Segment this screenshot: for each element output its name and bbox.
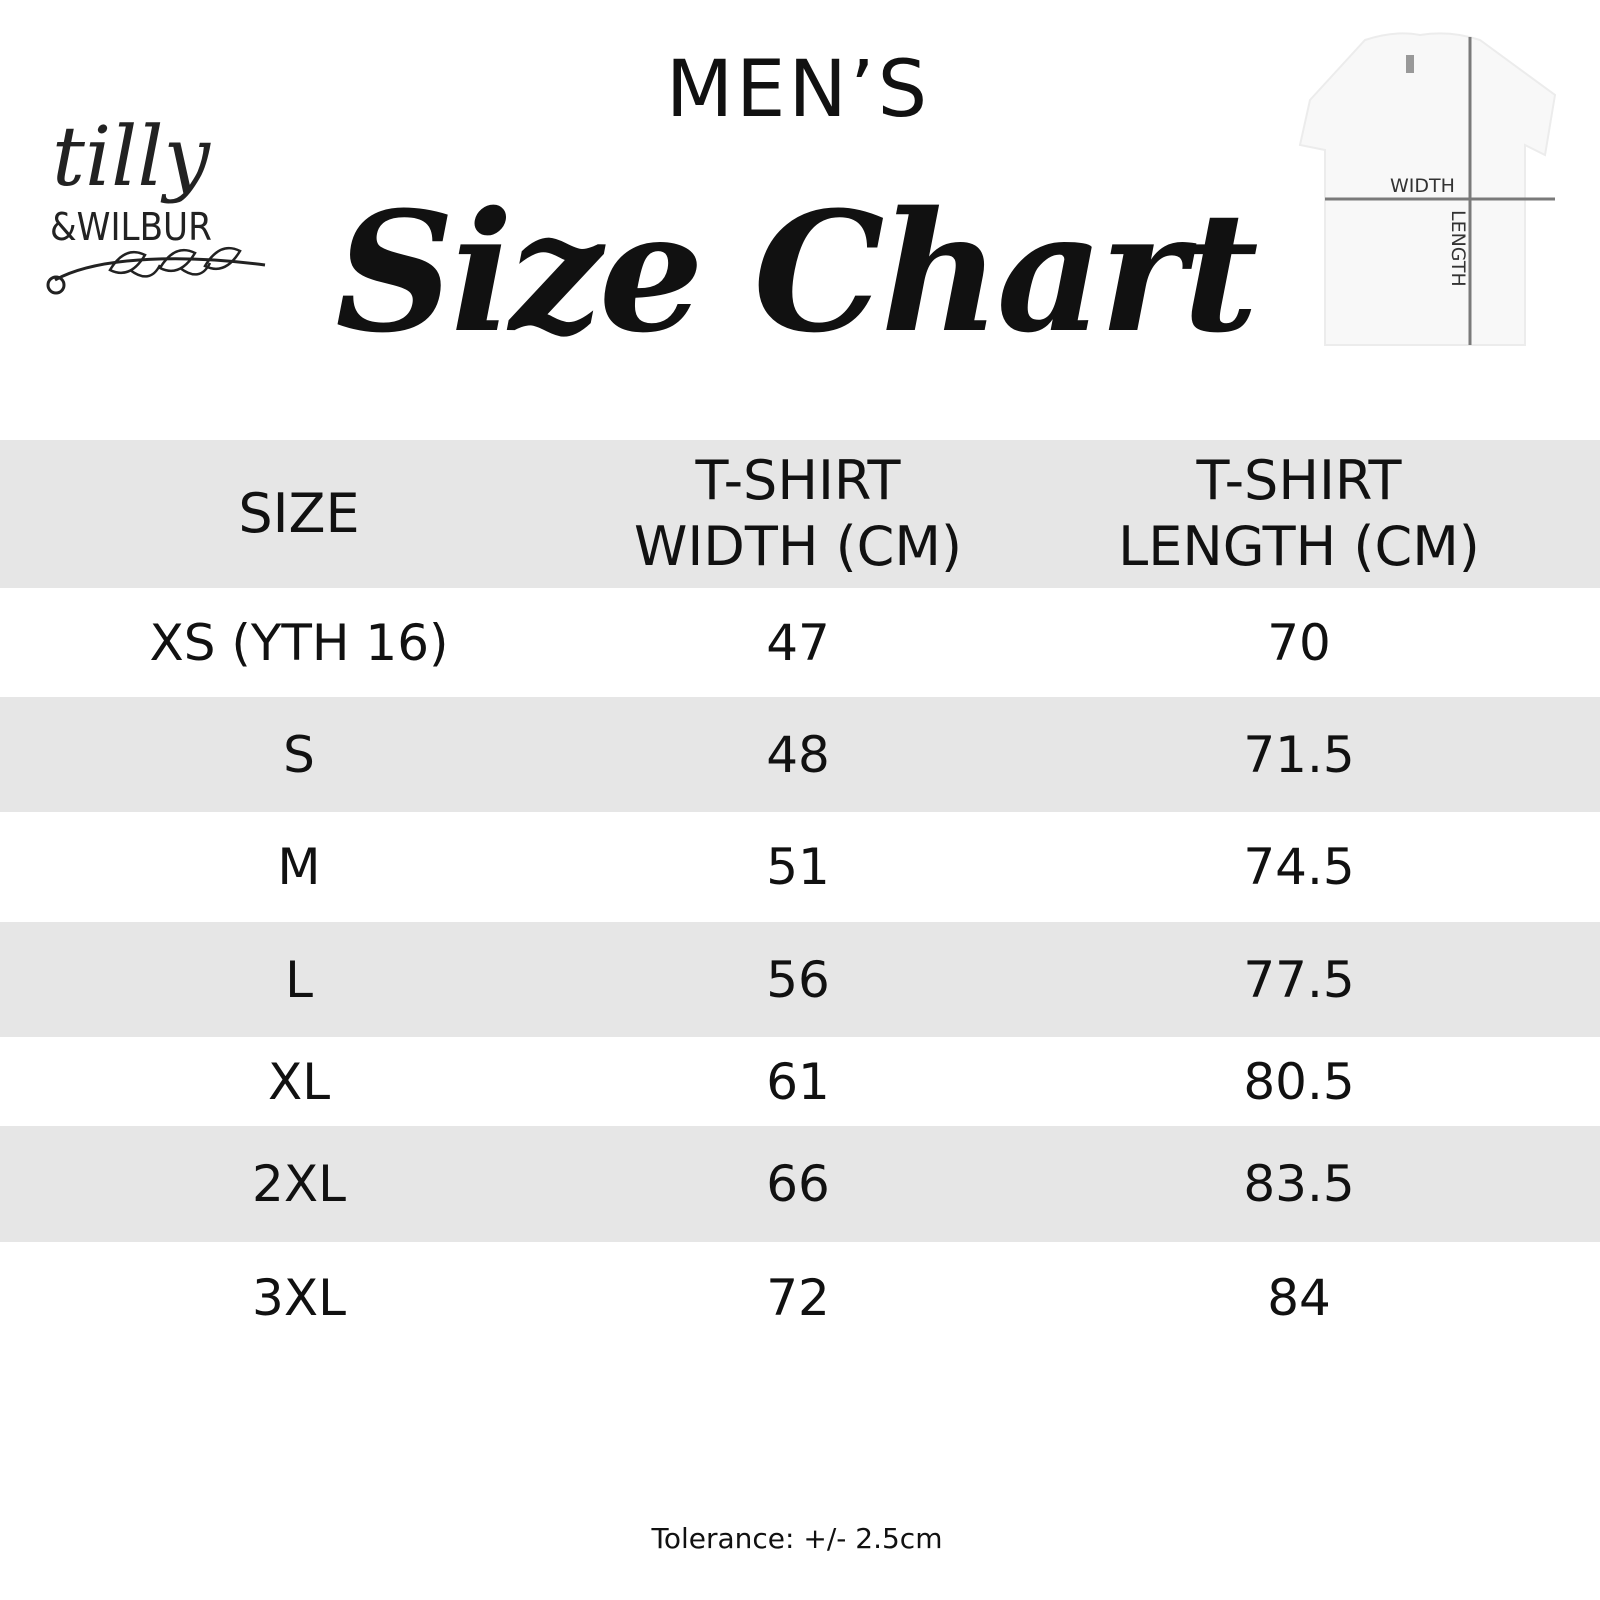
table-row: S 48 71.5 <box>0 697 1600 812</box>
cell-width: 56 <box>766 950 830 1009</box>
col-header-length: T-SHIRT LENGTH (CM) <box>1118 449 1480 578</box>
cell-width: 72 <box>766 1269 830 1327</box>
cell-size: XL <box>267 1052 331 1111</box>
cell-length: 80.5 <box>1243 1052 1355 1111</box>
cell-length: 74.5 <box>1243 838 1355 896</box>
cell-length: 83.5 <box>1243 1155 1355 1213</box>
cell-size: L <box>285 950 313 1009</box>
cell-width: 61 <box>766 1052 830 1111</box>
cell-size: 2XL <box>252 1155 346 1213</box>
cell-size: S <box>283 725 315 784</box>
cell-size: 3XL <box>252 1269 346 1327</box>
page-subtitle: MEN’S <box>665 45 931 135</box>
col-header-size: SIZE <box>238 482 360 545</box>
cell-length: 77.5 <box>1243 950 1355 1009</box>
page-title: Size Chart <box>335 175 1258 369</box>
length-label: LENGTH <box>1447 210 1469 287</box>
tshirt-measurement-diagram: WIDTH LENGTH <box>1298 32 1557 346</box>
svg-text:tilly: tilly <box>52 110 212 205</box>
size-table: SIZE T-SHIRT WIDTH (CM) T-SHIRT LENGTH (… <box>0 440 1600 1354</box>
table-row: 3XL 72 84 <box>0 1242 1600 1354</box>
cell-width: 47 <box>766 613 830 672</box>
cell-length: 70 <box>1267 613 1331 672</box>
tolerance-note: Tolerance: +/- 2.5cm <box>651 1522 943 1555</box>
width-label: WIDTH <box>1390 175 1455 197</box>
cell-width: 48 <box>766 725 830 784</box>
cell-length: 84 <box>1267 1269 1331 1327</box>
table-row: L 56 77.5 <box>0 922 1600 1037</box>
table-row: 2XL 66 83.5 <box>0 1126 1600 1242</box>
cell-size: XS (YTH 16) <box>149 613 449 672</box>
cell-width: 66 <box>766 1155 830 1213</box>
table-row: XL 61 80.5 <box>0 1037 1600 1126</box>
cell-length: 71.5 <box>1243 725 1355 784</box>
table-header: SIZE T-SHIRT WIDTH (CM) T-SHIRT LENGTH (… <box>0 440 1600 588</box>
tilly-wilbur-logo: tilly &WILBUR <box>46 110 266 295</box>
col-header-width: T-SHIRT WIDTH (CM) <box>633 449 963 578</box>
table-row: XS (YTH 16) 47 70 <box>0 588 1600 697</box>
cell-width: 51 <box>766 838 830 896</box>
svg-text:&WILBUR: &WILBUR <box>50 205 212 249</box>
table-row: M 51 74.5 <box>0 812 1600 922</box>
cell-size: M <box>277 838 321 896</box>
